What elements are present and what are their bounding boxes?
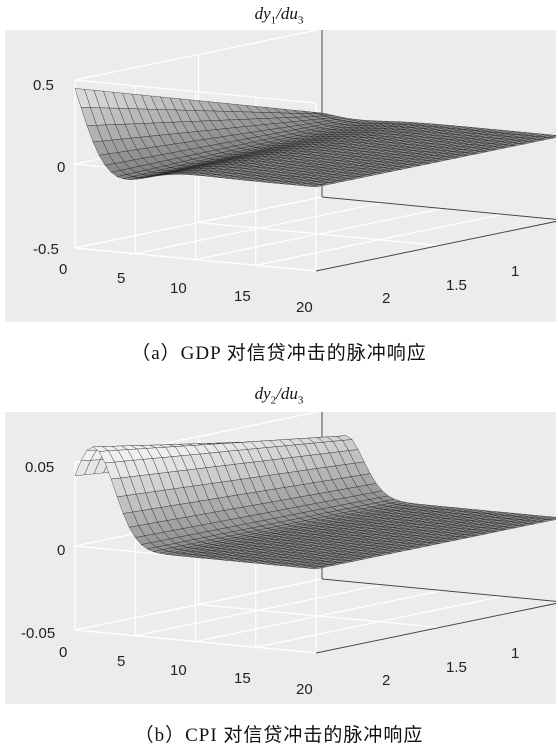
title-b-prefix: dy xyxy=(254,384,271,403)
axis-line xyxy=(321,196,556,220)
surface-cell xyxy=(541,516,556,520)
z-tick-label: 0.05 xyxy=(25,459,54,476)
chart-caption-a: （a）GDP 对信贷冲击的脉冲响应 xyxy=(131,343,427,364)
grid-line xyxy=(74,30,321,81)
title-b-mid: /du xyxy=(276,384,298,403)
grid-line xyxy=(198,221,440,247)
title-a-sub1: 1 xyxy=(270,14,277,27)
y-tick-label: 1 xyxy=(511,263,519,280)
y-tick-label: 1 xyxy=(511,645,519,662)
x-tick-label: 15 xyxy=(234,670,251,687)
x-tick-label: 15 xyxy=(234,288,251,305)
grid-line xyxy=(198,603,440,629)
surface-plot-b: 0.05 0 -0.05 0 5 10 15 20 1 1.5 2 xyxy=(21,412,556,698)
y-tick-label: 1.5 xyxy=(446,659,467,676)
z-tick-label: -0.5 xyxy=(33,241,59,258)
z-tick-label: -0.05 xyxy=(21,625,55,642)
title-a-prefix: dy xyxy=(254,4,271,23)
z-tick-label: 0 xyxy=(57,159,65,176)
title-b-sub1: 2 xyxy=(270,394,277,407)
grid-line xyxy=(74,247,317,272)
surface-cell xyxy=(547,517,556,521)
title-a-mid: /du xyxy=(276,4,298,23)
x-tick-label: 10 xyxy=(170,662,187,679)
chart-title-b: dy2/du3 xyxy=(0,384,558,406)
surface-plot-a: 0.5 0 -0.5 0 5 10 15 20 1 1.5 2 xyxy=(33,30,556,316)
y-tick-label: 1.5 xyxy=(446,277,467,294)
y-tick-label: 2 xyxy=(382,672,390,689)
x-tick-label: 0 xyxy=(59,261,67,278)
x-tick-label: 20 xyxy=(296,681,313,698)
x-tick-label: 0 xyxy=(59,644,67,661)
x-tick-label: 5 xyxy=(117,270,125,287)
surface-cell xyxy=(547,135,556,139)
grid-line xyxy=(74,629,317,654)
chart-caption-b: （b）CPI 对信贷冲击的脉冲响应 xyxy=(134,725,424,746)
y-tick-label: 2 xyxy=(382,290,390,307)
axis-line xyxy=(315,602,556,654)
z-tick-label: 0.5 xyxy=(33,77,54,94)
title-a-sub2: 3 xyxy=(297,14,304,27)
axis-line xyxy=(321,578,556,602)
x-tick-label: 5 xyxy=(117,653,125,670)
surface-cell xyxy=(541,134,556,138)
grid-line xyxy=(74,79,317,104)
axis-line xyxy=(315,220,556,272)
z-tick-label: 0 xyxy=(57,542,65,559)
x-tick-label: 10 xyxy=(170,280,187,297)
x-tick-label: 20 xyxy=(296,299,313,316)
title-b-sub2: 3 xyxy=(297,394,304,407)
chart-title-a: dy1/du3 xyxy=(0,4,558,26)
